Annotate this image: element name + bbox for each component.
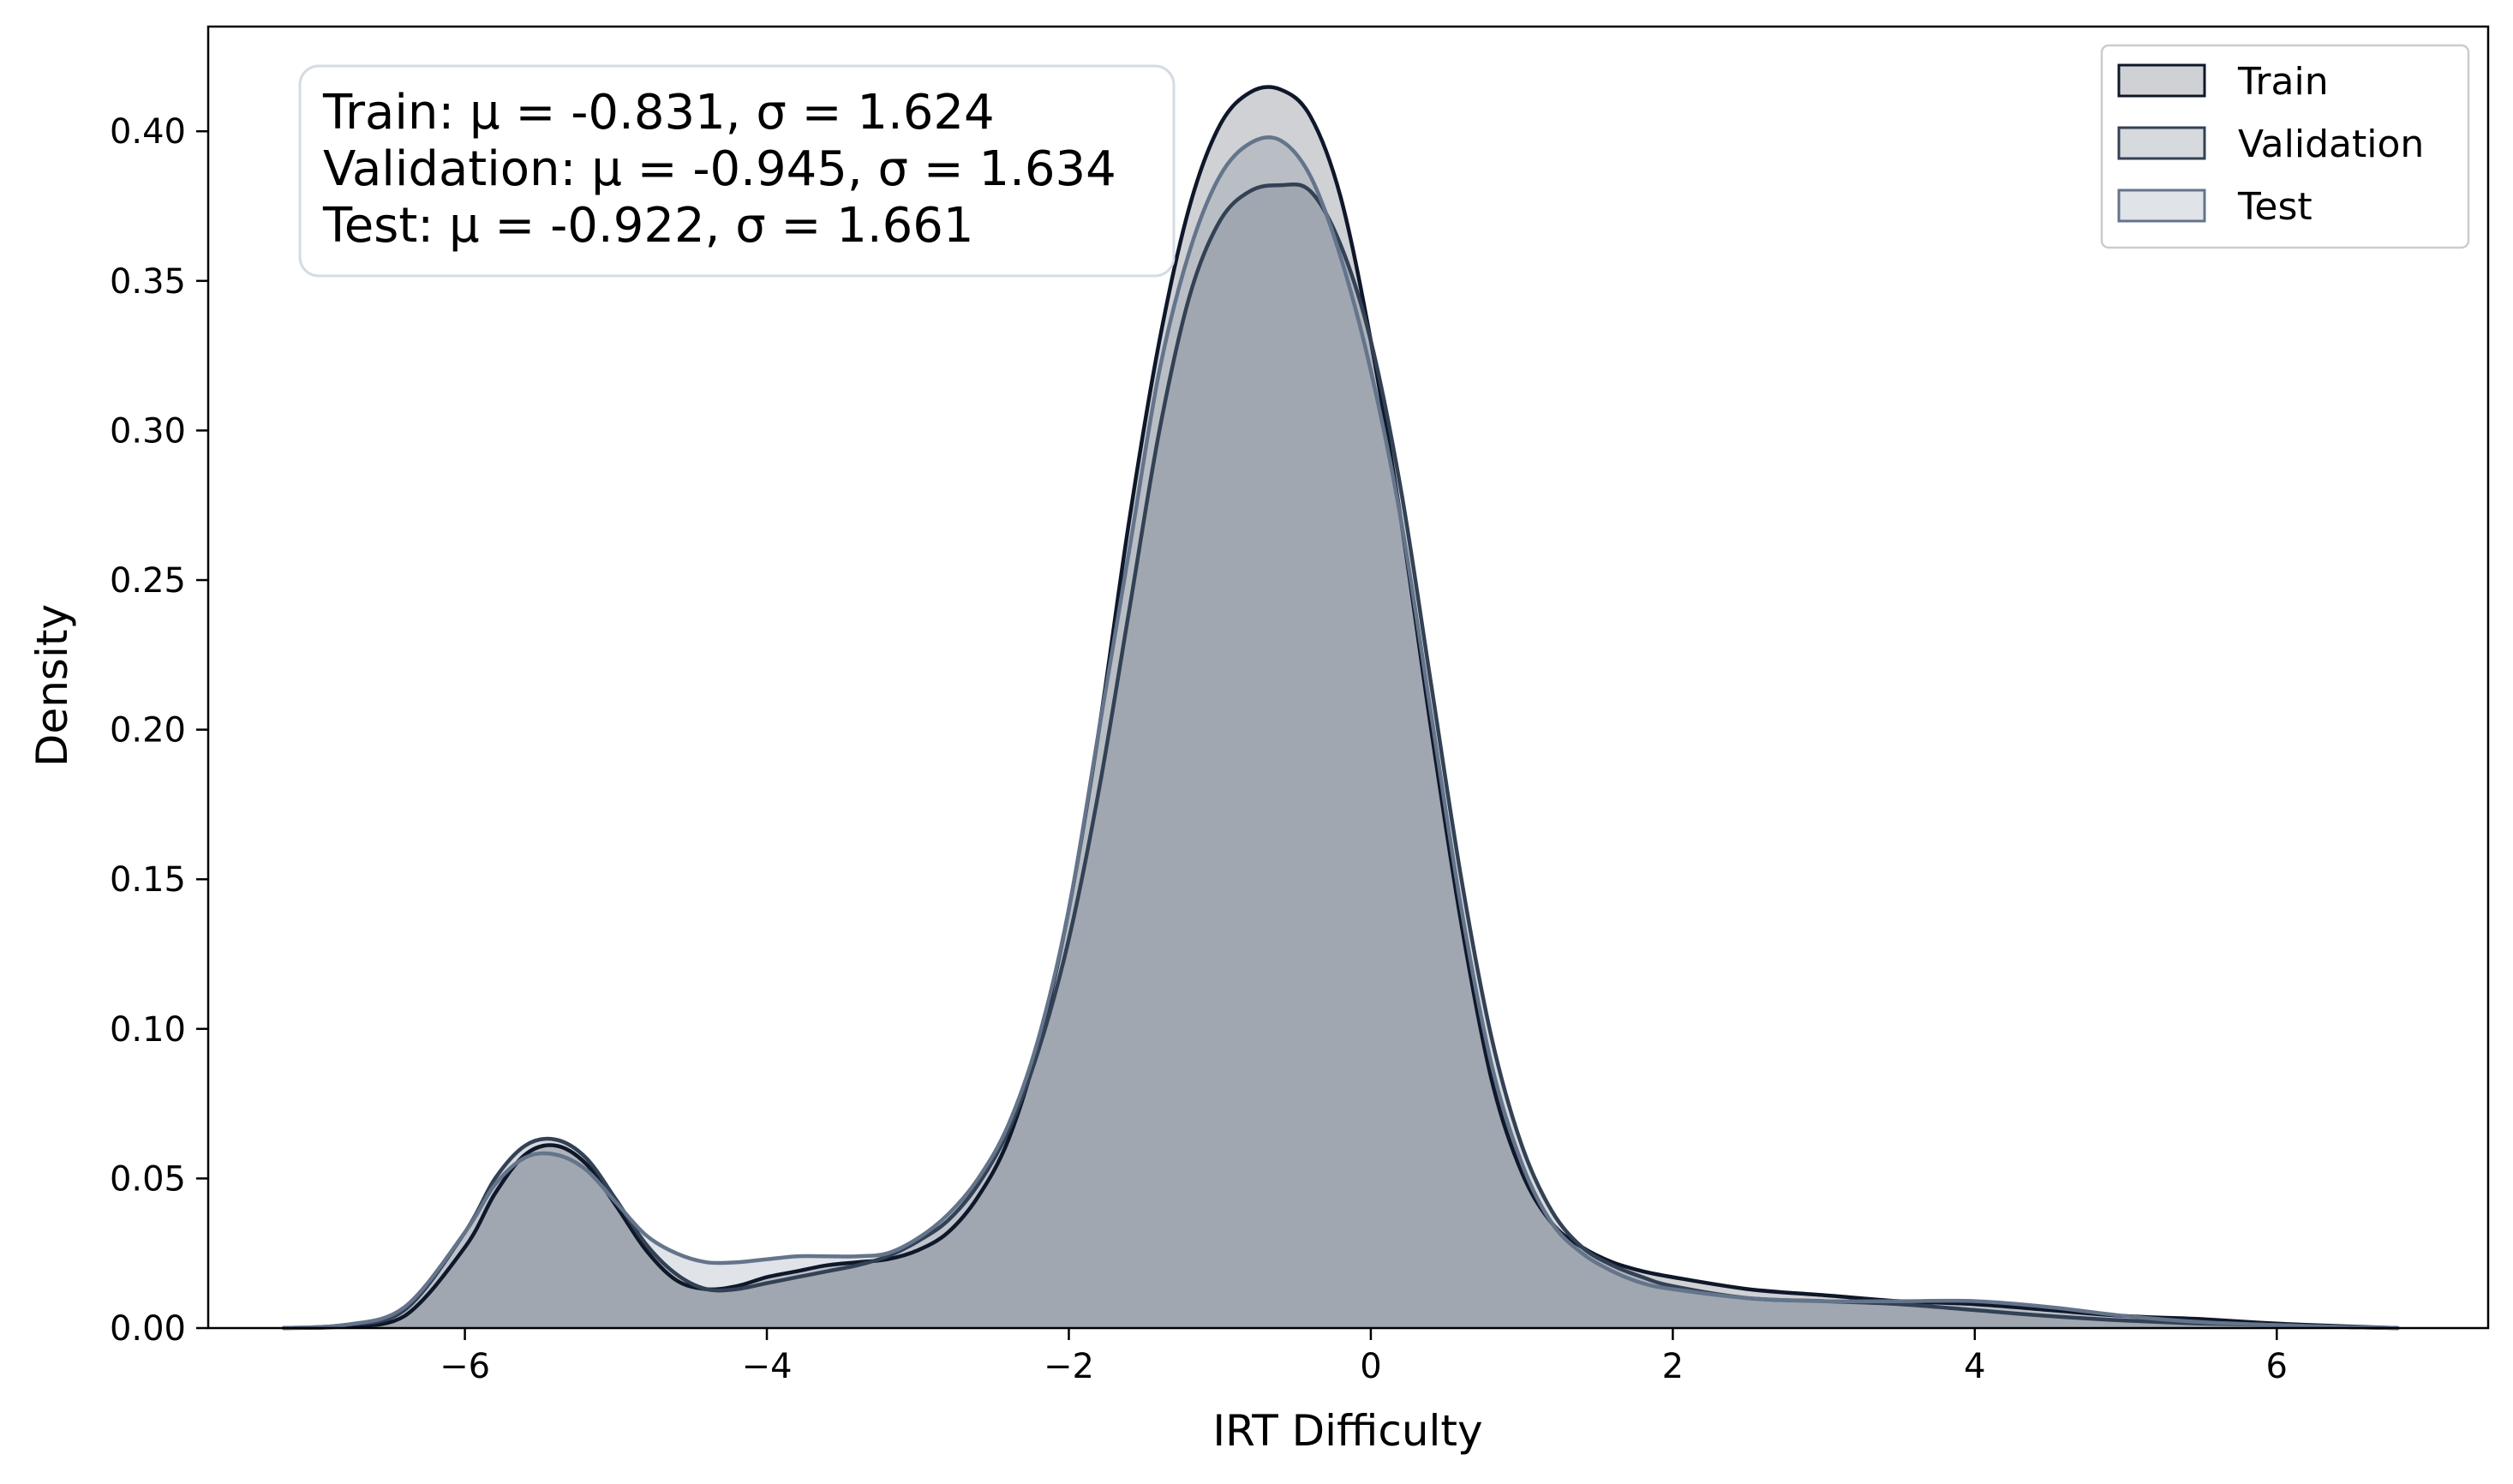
plot-frame xyxy=(206,25,2490,1330)
legend-item-train: Train xyxy=(2117,60,2329,104)
y-tick-label: 0.00 xyxy=(110,1309,186,1349)
x-axis: −6 −4 −2 0 2 4 6 xyxy=(440,1328,2288,1386)
y-tick-label: 0.15 xyxy=(110,860,186,900)
plot-area xyxy=(206,25,2490,1331)
series-lines xyxy=(281,85,2400,1331)
stats-box-frame xyxy=(298,64,1176,278)
y-axis-label: Density xyxy=(27,604,77,767)
legend-swatch-validation xyxy=(2117,126,2206,160)
stats-line-train: Train: μ = -0.831, σ = 1.624 xyxy=(322,85,995,141)
y-tick-label: 0.20 xyxy=(110,711,186,751)
series-area-validation xyxy=(284,184,2398,1328)
series-area-train xyxy=(284,87,2398,1328)
legend-label-validation: Validation xyxy=(2238,123,2424,166)
y-axis: 0.00 0.05 0.10 0.15 0.20 0.25 0.30 0.35 0.40 xyxy=(110,112,208,1349)
legend-swatch-test xyxy=(2117,188,2206,223)
y-tick-label: 0.10 xyxy=(110,1010,186,1050)
x-tick-label: 2 xyxy=(1662,1347,1684,1386)
stats-box: Train: μ = -0.831, σ = 1.624 Validation:… xyxy=(298,64,1176,278)
y-tick-label: 0.40 xyxy=(110,112,186,152)
y-tick-label: 0.35 xyxy=(110,262,186,302)
y-tick-label: 0.25 xyxy=(110,561,186,601)
y-tick-label: 0.05 xyxy=(110,1159,186,1199)
legend-swatch-train xyxy=(2117,63,2206,98)
stats-line-validation: Validation: μ = -0.945, σ = 1.634 xyxy=(323,141,1116,197)
x-tick-label: 0 xyxy=(1360,1347,1381,1386)
legend-item-test: Test xyxy=(2117,185,2313,229)
legend-label-test: Test xyxy=(2237,185,2313,229)
series-layer xyxy=(281,85,2400,1331)
x-tick-label: 6 xyxy=(2266,1347,2288,1386)
series-line-test xyxy=(281,135,2400,1331)
series-line-train xyxy=(281,85,2400,1331)
x-tick-label: −2 xyxy=(1044,1347,1094,1386)
legend: Train Validation Test xyxy=(2100,44,2470,249)
legend-item-validation: Validation xyxy=(2117,123,2424,166)
x-tick-label: −4 xyxy=(742,1347,793,1386)
x-tick-label: −6 xyxy=(440,1347,490,1386)
legend-label-train: Train xyxy=(2237,60,2329,104)
x-tick-label: 4 xyxy=(1964,1347,1985,1386)
series-area-test xyxy=(284,137,2398,1328)
stats-line-test: Test: μ = -0.922, σ = 1.661 xyxy=(322,198,974,254)
y-tick-label: 0.30 xyxy=(110,411,186,451)
x-axis-label: IRT Difficulty xyxy=(1212,1406,1482,1456)
series-fills xyxy=(284,87,2398,1328)
